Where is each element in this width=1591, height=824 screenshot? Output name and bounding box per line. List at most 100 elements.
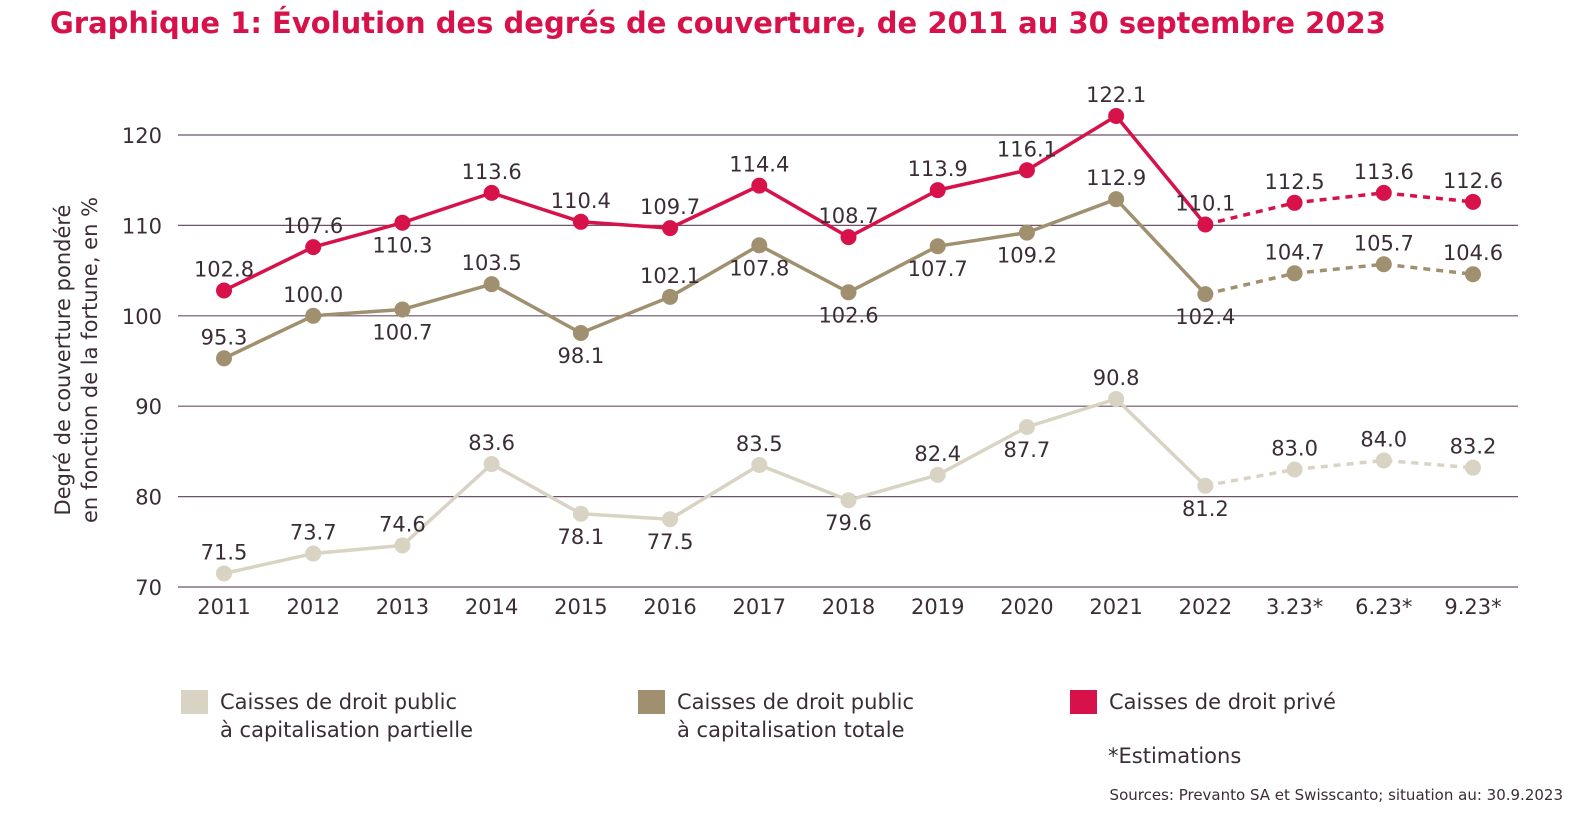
y-axis-ticks: 70 80 90 100 110 120 [122,124,162,600]
data-label-totale-13: 105.7 [1354,231,1414,255]
point-partielle-6 [751,456,768,473]
data-label-totale-11: 102.4 [1175,305,1235,329]
x-tick-label-5: 2016 [643,595,696,619]
data-label-totale-10: 112.9 [1086,166,1146,190]
data-label-prive-8: 113.9 [908,157,968,181]
y-tick-label-100: 100 [122,305,162,329]
point-totale-6 [751,237,768,254]
data-label-prive-12: 112.5 [1265,170,1325,194]
data-label-prive-9: 116.1 [997,137,1057,161]
data-label-partielle-0: 71.5 [201,540,248,564]
x-axis-ticks: 2011 2012 2013 2014 2015 2016 2017 2018 2019 2020… [197,595,1501,619]
x-tick-label-3: 2014 [465,595,518,619]
data-label-prive-6: 114.4 [729,153,789,177]
point-partielle-2 [394,537,411,554]
legend-item-prive: Caisses de droit privé [1070,688,1336,716]
data-label-prive-2: 110.3 [372,234,432,258]
line-partielle-estimate [1205,458,1474,488]
data-label-prive-5: 109.7 [640,195,700,219]
x-tick-label-12: 3.23* [1266,595,1323,619]
point-totale-5 [662,288,679,305]
data-label-totale-0: 95.3 [201,325,248,349]
point-partielle-12 [1286,461,1303,478]
y-axis-label: Degré de couverture pondéré en fonction d… [51,197,102,523]
data-label-partielle-2: 74.6 [379,512,426,536]
data-label-prive-7: 108.7 [818,204,878,228]
point-prive-10 [1108,108,1125,125]
y-tick-label-110: 110 [122,214,162,238]
line-prive-estimate [1204,191,1474,227]
data-label-partielle-8: 82.4 [914,442,961,466]
data-label-partielle-5: 77.5 [647,530,694,554]
data-label-totale-5: 102.1 [640,264,700,288]
line-totale-estimate [1204,262,1474,296]
data-label-prive-14: 112.6 [1443,169,1503,193]
data-label-partielle-6: 83.5 [736,432,783,456]
data-label-totale-4: 98.1 [557,344,604,368]
point-totale-2 [394,301,411,318]
point-totale-9 [1018,224,1035,241]
point-partielle-1 [305,545,322,562]
data-label-prive-11: 110.1 [1175,191,1235,215]
point-prive-1 [305,239,322,256]
point-totale-3 [483,276,500,293]
point-totale-4 [572,324,589,341]
point-prive-12 [1286,194,1303,211]
x-tick-label-11: 2022 [1179,595,1232,619]
point-prive-0 [216,282,232,299]
data-label-totale-6: 107.8 [729,256,789,280]
data-label-totale-9: 109.2 [997,244,1057,268]
data-label-partielle-11: 81.2 [1182,497,1229,521]
data-label-totale-12: 104.7 [1265,240,1325,264]
y-axis-title: Degré de couverture pondéré en fonction d… [51,197,102,523]
legend-swatch-partielle [181,690,208,714]
point-prive-2 [394,214,411,231]
point-totale-12 [1286,265,1303,282]
data-label-partielle-10: 90.8 [1093,366,1140,390]
point-totale-0 [216,350,232,367]
data-label-partielle-3: 83.6 [468,431,515,455]
data-label-partielle-14: 83.2 [1450,435,1497,459]
point-prive-3 [483,184,500,201]
line-partielle [223,397,1207,576]
data-label-prive-1: 107.6 [283,214,343,238]
legend-item-partielle: Caisses de droit public à capitalisation… [181,688,473,744]
series-points [216,108,1481,582]
data-label-totale-1: 100.0 [283,283,343,307]
x-tick-label-7: 2018 [822,595,875,619]
point-prive-13 [1375,184,1392,201]
data-label-partielle-12: 83.0 [1271,436,1318,460]
x-tick-label-10: 2021 [1089,595,1142,619]
x-tick-label-14: 9.23* [1444,595,1501,619]
point-totale-14 [1465,266,1481,283]
point-partielle-10 [1108,390,1125,407]
point-prive-11 [1197,216,1214,233]
x-tick-label-4: 2015 [554,595,607,619]
x-tick-label-9: 2020 [1000,595,1053,619]
data-label-prive-10: 122.1 [1086,83,1146,107]
point-partielle-5 [662,511,679,528]
legend-swatch-prive [1070,690,1097,714]
point-partielle-4 [572,505,589,522]
point-partielle-11 [1197,477,1214,494]
legend-label-partielle-line1: Caisses de droit public [220,690,457,714]
point-partielle-0 [216,565,232,582]
x-tick-label-0: 2011 [197,595,250,619]
data-label-totale-3: 103.5 [462,251,522,275]
y-tick-label-70: 70 [135,576,162,600]
point-totale-13 [1375,256,1392,273]
point-prive-5 [662,220,679,237]
legend-item-totale: Caisses de droit public à capitalisation… [638,688,914,744]
data-label-totale-8: 107.7 [908,257,968,281]
data-label-partielle-1: 73.7 [290,521,337,545]
point-partielle-13 [1375,452,1392,469]
line-totale [223,197,1207,360]
y-axis-title-line-2: en fonction de la fortune, en % [78,197,102,523]
y-tick-label-90: 90 [135,395,162,419]
data-label-partielle-7: 79.6 [825,511,872,535]
point-totale-8 [929,238,946,255]
legend-label-totale-line2: à capitalisation totale [677,718,905,742]
x-tick-label-2: 2013 [376,595,429,619]
line-chart: 70 80 90 100 110 120 2011 2012 2013 2014 2015 2016… [51,83,1518,619]
legend-label-partielle-line2: à capitalisation partielle [220,718,474,742]
